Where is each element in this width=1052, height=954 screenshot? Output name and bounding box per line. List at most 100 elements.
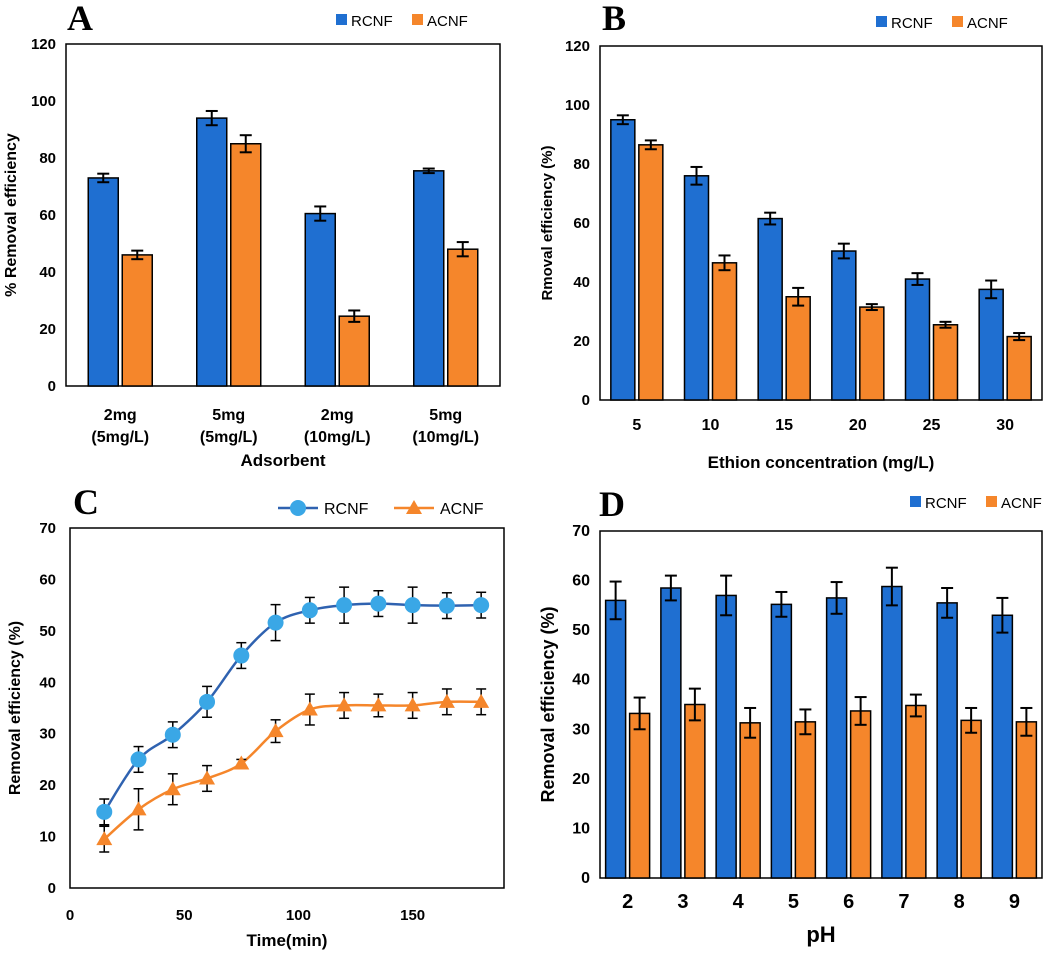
x-tick-label: 30 [996,417,1014,434]
point-acnf [199,770,216,785]
plot-frame [65,43,501,387]
x-tick-label: 5 [632,417,641,434]
y-tick-label: 40 [572,672,590,689]
y-tick-label: 50 [39,623,56,640]
y-tick-label: 0 [582,392,590,409]
x-axis-label: Adsorbent [241,451,326,470]
bar-acnf [121,254,153,387]
legend-swatch-acnf [986,496,997,507]
x-tick-label: (5mg/L) [91,429,149,446]
y-tick-label: 20 [572,771,590,788]
x-tick-label: 5 [788,891,799,913]
legend-swatch-rcnf [910,496,921,507]
bar-acnf [849,710,872,879]
x-tick-label: 4 [733,891,745,913]
bar-acnf [684,703,706,879]
panel-label: A [67,0,93,38]
y-tick-label: 30 [572,721,590,738]
bar-rcnf [683,175,710,401]
bar-rcnf [978,288,1004,401]
bar-acnf [932,324,959,401]
y-tick-label: 0 [48,880,56,897]
point-acnf [130,801,147,816]
bar-acnf [447,248,479,387]
point-rcnf [164,726,181,743]
panel-label: C [73,482,99,522]
bar-rcnf [757,217,783,401]
legend-label-rcnf: RCNF [351,13,393,30]
point-acnf [164,781,181,796]
x-tick-label: 25 [923,417,941,434]
legend-label-acnf: ACNF [967,15,1008,32]
y-tick-label: 70 [572,523,590,540]
x-axis-label: Time(min) [247,931,328,950]
panel-label: D [599,484,625,524]
y-axis-label: Removal efficiency (%) [7,621,24,795]
x-tick-label: 15 [775,417,793,434]
legend-label-rcnf: RCNF [891,15,933,32]
legend-label-acnf: ACNF [427,13,468,30]
bar-acnf [905,704,927,879]
y-tick-label: 100 [565,97,590,114]
y-tick-label: 10 [572,820,590,837]
bar-acnf [739,722,761,879]
y-tick-label: 120 [31,36,56,53]
x-tick-label: (5mg/L) [200,429,258,446]
panel-a: 0 20 40 60 80 100 120 2mg (5mg/L) 5mg (5mg/L) 2mg (1… [3,0,501,470]
bar-acnf [711,262,738,401]
bar-acnf [628,712,651,879]
point-rcnf [301,602,318,619]
bar-acnf [785,296,811,401]
legend: RCNF ACNF [336,13,468,30]
point-rcnf [130,751,147,768]
bar-rcnf [936,602,958,879]
bar-acnf [1006,335,1032,401]
x-tick-label: 50 [176,907,193,924]
x-tick-label: 9 [1009,891,1020,913]
bar-rcnf [610,119,636,401]
y-tick-label: 50 [572,622,590,639]
x-tick-label: 2mg [321,407,354,424]
bar-rcnf [904,278,931,401]
y-tick-label: 60 [39,571,56,588]
x-tick-label: 2 [622,891,633,913]
legend-swatch-rcnf [876,16,887,27]
bar-acnf [638,144,664,401]
point-rcnf [336,597,353,614]
bar-rcnf [770,603,793,879]
panel-label: B [602,0,626,38]
series-line-rcnf [103,602,482,813]
point-acnf [267,723,284,738]
bar-acnf [960,719,982,879]
point-rcnf [267,614,284,631]
y-tick-label: 60 [573,215,590,232]
x-tick-label: 5mg [429,407,462,424]
point-acnf [233,755,250,770]
point-rcnf [404,597,421,614]
point-acnf [96,831,113,846]
x-tick-label: 5mg [212,407,245,424]
y-tick-label: 20 [39,321,56,338]
plot-frame [69,527,505,889]
x-tick-label: 8 [954,891,965,913]
point-acnf [404,697,421,712]
point-rcnf [438,597,455,614]
x-tick-label: (10mg/L) [412,429,479,446]
y-tick-label: 30 [39,726,56,743]
y-axis-label: % Removal efficiency [3,133,20,297]
bar-rcnf [991,614,1014,879]
x-tick-label: 10 [702,417,720,434]
legend: RCNF ACNF [876,15,1008,32]
point-acnf [473,693,490,708]
plot-frame [599,530,1043,879]
y-tick-label: 80 [573,156,590,173]
y-tick-label: 60 [572,573,590,590]
point-acnf [336,697,353,712]
y-tick-label: 0 [581,870,590,887]
point-acnf [438,693,455,708]
bar-acnf [859,306,885,401]
x-tick-label: 2mg [104,407,137,424]
x-tick-label: 3 [677,891,688,913]
x-tick-label: (10mg/L) [304,429,371,446]
bar-rcnf [660,587,682,879]
